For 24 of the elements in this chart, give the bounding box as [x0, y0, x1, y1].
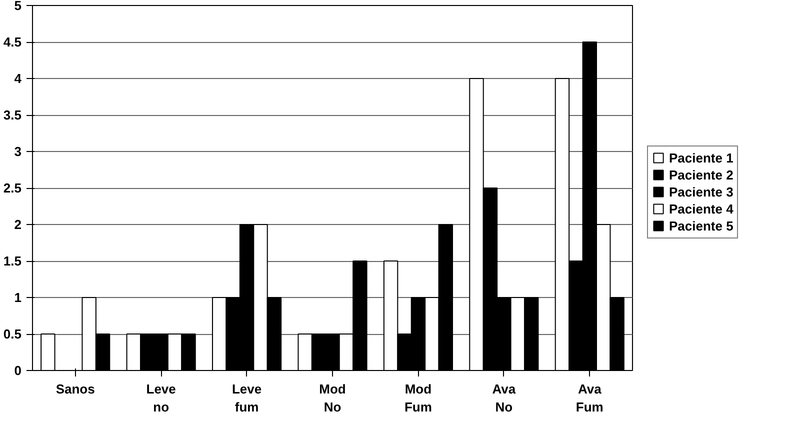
y-tick-label: 1	[14, 290, 22, 305]
x-tick-label: Mod No	[319, 382, 346, 414]
y-tick-label: 5	[14, 0, 22, 13]
legend-label: Paciente 1	[669, 150, 734, 165]
y-tick-label: 4	[14, 71, 22, 86]
y-tick-label: 3	[14, 144, 22, 159]
x-tick-label: Ava Fum	[576, 382, 604, 414]
x-tick-label: Leve fum	[232, 382, 262, 414]
legend-label: Paciente 2	[669, 167, 734, 182]
x-tick-label: Ava No	[492, 382, 516, 414]
bar	[40, 334, 56, 370]
y-tick-label: 2.5	[3, 180, 22, 196]
y-tick-label: 4.5	[3, 34, 22, 50]
x-tick-label: Sanos	[56, 382, 95, 396]
y-tick-label: 1.5	[3, 254, 22, 268]
legend-label: Paciente 4	[669, 201, 734, 216]
y-tick-label: 0.5	[3, 326, 22, 342]
x-tick-label: Mod Fum	[404, 382, 432, 414]
legend-label: Paciente 5	[669, 218, 734, 233]
y-tick-label: 2	[14, 217, 22, 232]
y-tick-label: 3.5	[3, 108, 22, 122]
x-tick-label: Leve no	[146, 382, 176, 414]
y-tick-label: 0	[14, 363, 22, 378]
legend-label: Paciente 3	[669, 184, 734, 199]
